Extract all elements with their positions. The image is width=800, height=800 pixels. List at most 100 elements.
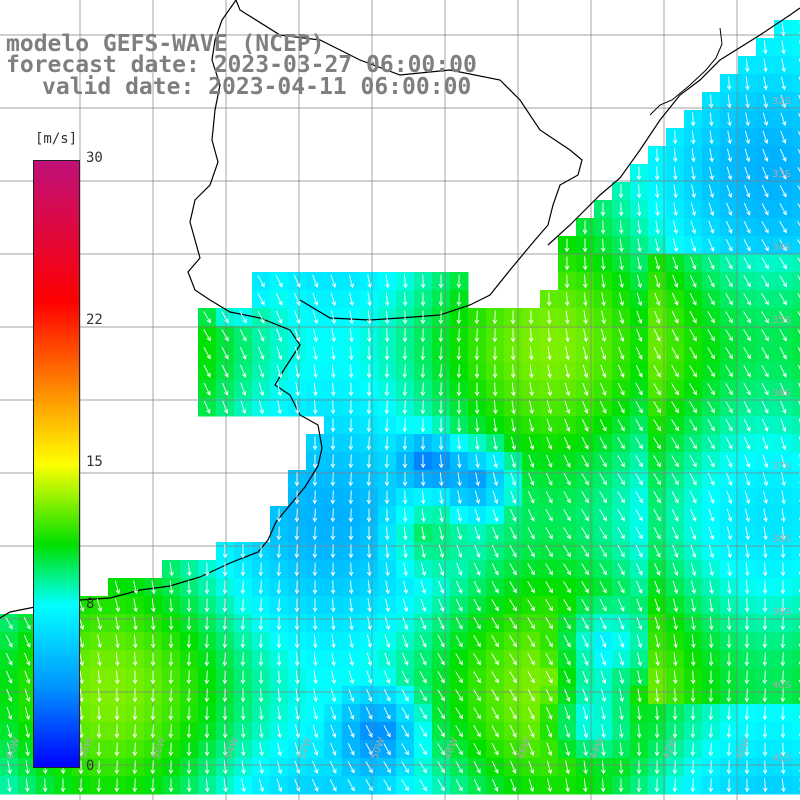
wind-arrow [707,419,715,432]
wind-arrow [600,328,607,343]
wind-arrow [545,635,553,648]
wind-arrow [654,274,661,289]
wind-arrow [743,220,751,234]
wind-arrow [762,706,768,721]
wind-arrow [294,490,300,505]
wind-arrow [24,652,31,666]
wind-arrow [743,257,751,270]
wind-arrow [96,778,102,793]
wind-arrow [384,526,390,541]
wind-arrow [511,436,517,451]
wind-arrow [707,365,715,378]
wind-arrow [727,580,732,595]
wind-arrow [725,293,733,306]
wind-arrow [420,310,426,325]
wind-arrow [348,382,354,397]
wind-arrow [168,760,174,775]
wind-arrow [222,580,228,595]
wind-arrow [438,544,445,559]
wind-arrow [691,616,696,631]
wind-arrow [761,347,769,360]
wind-arrow [347,742,355,756]
latitude-label: 39S [772,607,791,618]
wind-arrow [401,725,409,738]
wind-arrow [438,274,444,289]
wind-cell [792,722,800,741]
wind-arrow [763,58,768,73]
wind-arrow [761,221,769,234]
wind-arrow [493,454,498,469]
wind-arrow [780,760,786,775]
wind-arrow [689,419,697,432]
wind-arrow [475,472,480,487]
wind-arrow [455,671,463,684]
wind-arrow [349,616,354,631]
wind-arrow [5,617,13,630]
latitude-label: 34S [772,242,791,253]
wind-arrow [583,724,589,739]
wind-arrow [564,256,570,271]
wind-arrow [78,706,84,721]
latitude-label: 33S [772,169,791,180]
wind-arrow [600,652,607,666]
wind-arrow [186,670,192,685]
wind-arrow [617,563,625,576]
wind-arrow [366,454,372,469]
wind-arrow [743,436,751,450]
wind-cell [792,650,800,669]
wind-arrow [565,760,570,775]
wind-arrow [563,527,571,540]
wind-arrow [203,311,211,324]
wind-arrow [744,706,750,721]
wind-arrow [492,382,498,397]
wind-arrow [114,742,120,757]
wind-arrow [474,310,480,325]
wind-arrow [655,184,660,199]
wind-arrow [114,580,121,595]
wind-arrow [618,346,625,360]
wind-arrow [402,364,408,379]
wind-arrow [204,760,210,775]
wind-arrow [258,598,264,613]
wind-arrow [654,148,660,163]
wind-arrow [636,724,642,739]
wind-arrow [726,166,733,181]
wind-arrow [330,724,337,738]
wind-cell [792,776,800,795]
wind-arrow [366,382,372,397]
wind-arrow [617,491,625,504]
wind-arrow [402,346,408,361]
wind-arrow [672,238,679,253]
wind-arrow [528,760,535,775]
wind-arrow [708,778,714,793]
wind-arrow [545,688,553,702]
wind-arrow [419,689,427,702]
wind-arrow [419,761,427,774]
wind-arrow [707,455,715,468]
model-title: modelo GEFS-WAVE (NCEP) [6,31,325,57]
wind-arrow [527,653,535,666]
wind-arrow [259,742,264,757]
wind-arrow [420,382,426,397]
wind-arrow [385,292,390,307]
wind-arrow [601,292,606,307]
wind-arrow [96,742,102,757]
wind-arrow [331,310,336,325]
wind-arrow [312,706,319,721]
wind-arrow [366,670,373,685]
wind-arrow [653,365,661,378]
wind-arrow [330,580,336,595]
wind-arrow [510,760,517,774]
wind-arrow [709,166,714,181]
wind-arrow [745,508,751,523]
wind-arrow [563,454,571,468]
wind-arrow [798,382,800,388]
wind-arrow [402,382,408,397]
wind-arrow [510,328,516,343]
wind-arrow [599,581,607,594]
wind-arrow [725,419,733,432]
wind-arrow [600,634,607,648]
wind-arrow [583,760,588,775]
wind-arrow [618,310,625,325]
wind-arrow [797,221,800,227]
